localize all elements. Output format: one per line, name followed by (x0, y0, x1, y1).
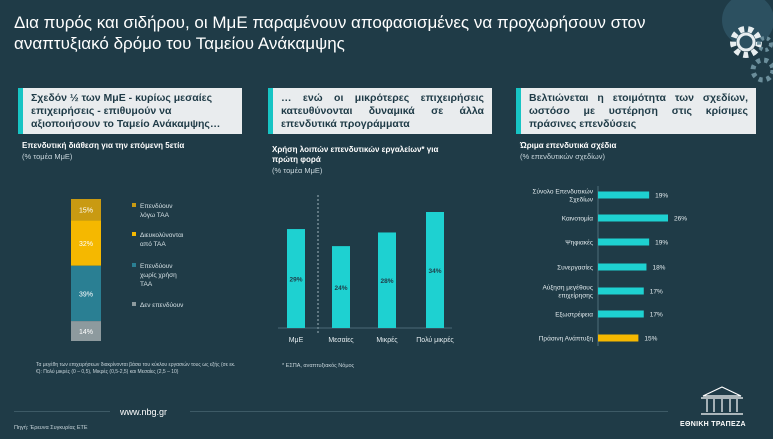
chart3-bar-1 (598, 214, 668, 222)
chart2-bar-label-0: 29% (289, 277, 302, 284)
chart3-category-5-0: Εξωστρέφεια (555, 311, 593, 319)
chart1-segment-3 (71, 321, 101, 341)
chart2-title: Χρήση λοιπών επενδυτικών εργαλείων* για … (272, 145, 439, 164)
chart1-segment-2 (71, 265, 101, 322)
chart3-value-3: 18% (652, 265, 665, 272)
chart1-title: Επενδυτική διάθεση για την επόμενη 5ετία (22, 141, 185, 150)
panel-heading-1-text: Σχεδόν ½ των ΜμΕ - κυρίως μεσαίες επιχει… (31, 92, 221, 130)
chart1-segment-1 (71, 220, 101, 266)
chart3-bar-6 (598, 334, 639, 342)
chart1-segment-0 (71, 199, 101, 221)
chart2-subtitle: (% τομέα ΜμΕ) (272, 166, 323, 175)
chart3-value-6: 15% (644, 336, 657, 343)
chart3-category-4-0: Αύξηση μεγέθους (542, 284, 593, 292)
chart2-category-1: Μεσαίες (328, 336, 354, 344)
chart3-category-6-0: Πράσινη Ανάπτυξη (539, 335, 594, 343)
chart1-legend-swatch-3 (132, 302, 136, 306)
chart1-legend-label-2-2: ΤΑΑ (140, 281, 153, 288)
chart3-category-3-0: Συνεργασίες (557, 264, 593, 272)
chart1-footnote: Τα μεγέθη των επιχειρήσεων διακρίνονται … (36, 362, 236, 375)
chart3-value-1: 26% (674, 216, 687, 223)
panel-heading-3: Βελτιώνεται η ετοιμότητα των σχεδίων, ωσ… (516, 88, 756, 134)
chart1-legend-label-0-1: λόγω ΤΑΑ (140, 211, 170, 219)
chart1-legend-label-1-0: Διευκολύνονται (140, 231, 184, 239)
chart1-segment-label-0: 15% (79, 208, 93, 215)
chart1-legend-label-2-0: Επενδύουν (140, 262, 173, 270)
chart1-legend-label-2-1: χωρίς χρήση (140, 271, 177, 279)
chart2-bar-label-3: 34% (428, 268, 441, 275)
chart3-category-4-1: επιχείρησης (558, 292, 593, 300)
bank-name: ΕΘΝΙΚΗ ΤΡΑΠΕΖΑ (680, 421, 746, 428)
chart3-category-2-0: Ψηφιακές (565, 239, 593, 247)
chart2-footnote: * ΕΣΠΑ, αναπτυξιακός Νόμος (282, 363, 355, 369)
chart1-legend-swatch-2 (132, 263, 136, 267)
chart1-legend-label-1-1: από ΤΑΑ (140, 240, 166, 248)
chart2-bar-1 (332, 246, 350, 328)
chart3-category-0-1: Σχεδίων (569, 196, 593, 204)
chart3-bar-2 (598, 238, 650, 246)
chart1-segment-label-1: 32% (79, 241, 93, 248)
chart2-bar-label-1: 24% (334, 285, 347, 292)
chart3-title: Ώριμα επενδυτικά σχέδια (520, 141, 617, 150)
website-link[interactable]: www.nbg.gr (120, 407, 168, 417)
chart1-legend-label-0-0: Επενδύουν (140, 202, 173, 210)
chart3-category-0-0: Σύνολο Επενδυτικών (532, 188, 593, 196)
source-note: Πηγή: Έρευνα Συγκυρίας ΕΤΕ (14, 425, 88, 431)
chart2-bar-3 (426, 212, 444, 328)
chart1-legend-swatch-1 (132, 232, 136, 236)
panel-heading-2-text: … ενώ οι μικρότερες επιχειρήσεις κατευθύ… (281, 92, 484, 130)
slide-title: Δια πυρός και σιδήρου, οι ΜμΕ παραμένουν… (14, 13, 646, 53)
panel-heading-2: … ενώ οι μικρότερες επιχειρήσεις κατευθύ… (268, 88, 492, 134)
chart1-segment-label-3: 14% (79, 329, 93, 336)
chart2-bar-2 (378, 232, 396, 328)
chart2-category-3: Πολύ μικρές (416, 336, 454, 344)
chart3-bar-0 (598, 191, 650, 199)
chart2-bar-0 (287, 229, 305, 328)
chart3-bar-4 (598, 287, 644, 295)
chart2-category-2: Μικρές (376, 336, 398, 344)
bank-logo-icon (701, 386, 743, 415)
chart3-value-0: 19% (655, 193, 668, 200)
chart1-segment-label-2: 39% (79, 291, 93, 298)
chart3-value-2: 19% (655, 240, 668, 247)
chart3-bar-3 (598, 263, 647, 271)
chart1-legend-label-3-0: Δεν επενδύουν (140, 301, 183, 309)
panel-heading-1: Σχεδόν ½ των ΜμΕ - κυρίως μεσαίες επιχει… (18, 88, 242, 134)
chart3-category-1-0: Καινοτομία (562, 215, 594, 223)
chart3-subtitle: (% επενδυτικών σχεδίων) (520, 152, 605, 161)
chart2-category-0: ΜμΕ (289, 337, 304, 344)
footer-line-left (14, 411, 110, 412)
panel-heading-3-text: Βελτιώνεται η ετοιμότητα των σχεδίων, ωσ… (529, 92, 748, 130)
chart3-bar-5 (598, 310, 644, 318)
gears-decoration-icon (722, 0, 773, 83)
chart1-subtitle: (% τομέα ΜμΕ) (22, 152, 73, 161)
chart1-legend-swatch-0 (132, 203, 136, 207)
chart3-value-5: 17% (650, 312, 663, 319)
chart2-bar-label-2: 28% (380, 278, 393, 285)
footer-line-right (190, 411, 668, 412)
chart3-value-4: 17% (650, 289, 663, 296)
